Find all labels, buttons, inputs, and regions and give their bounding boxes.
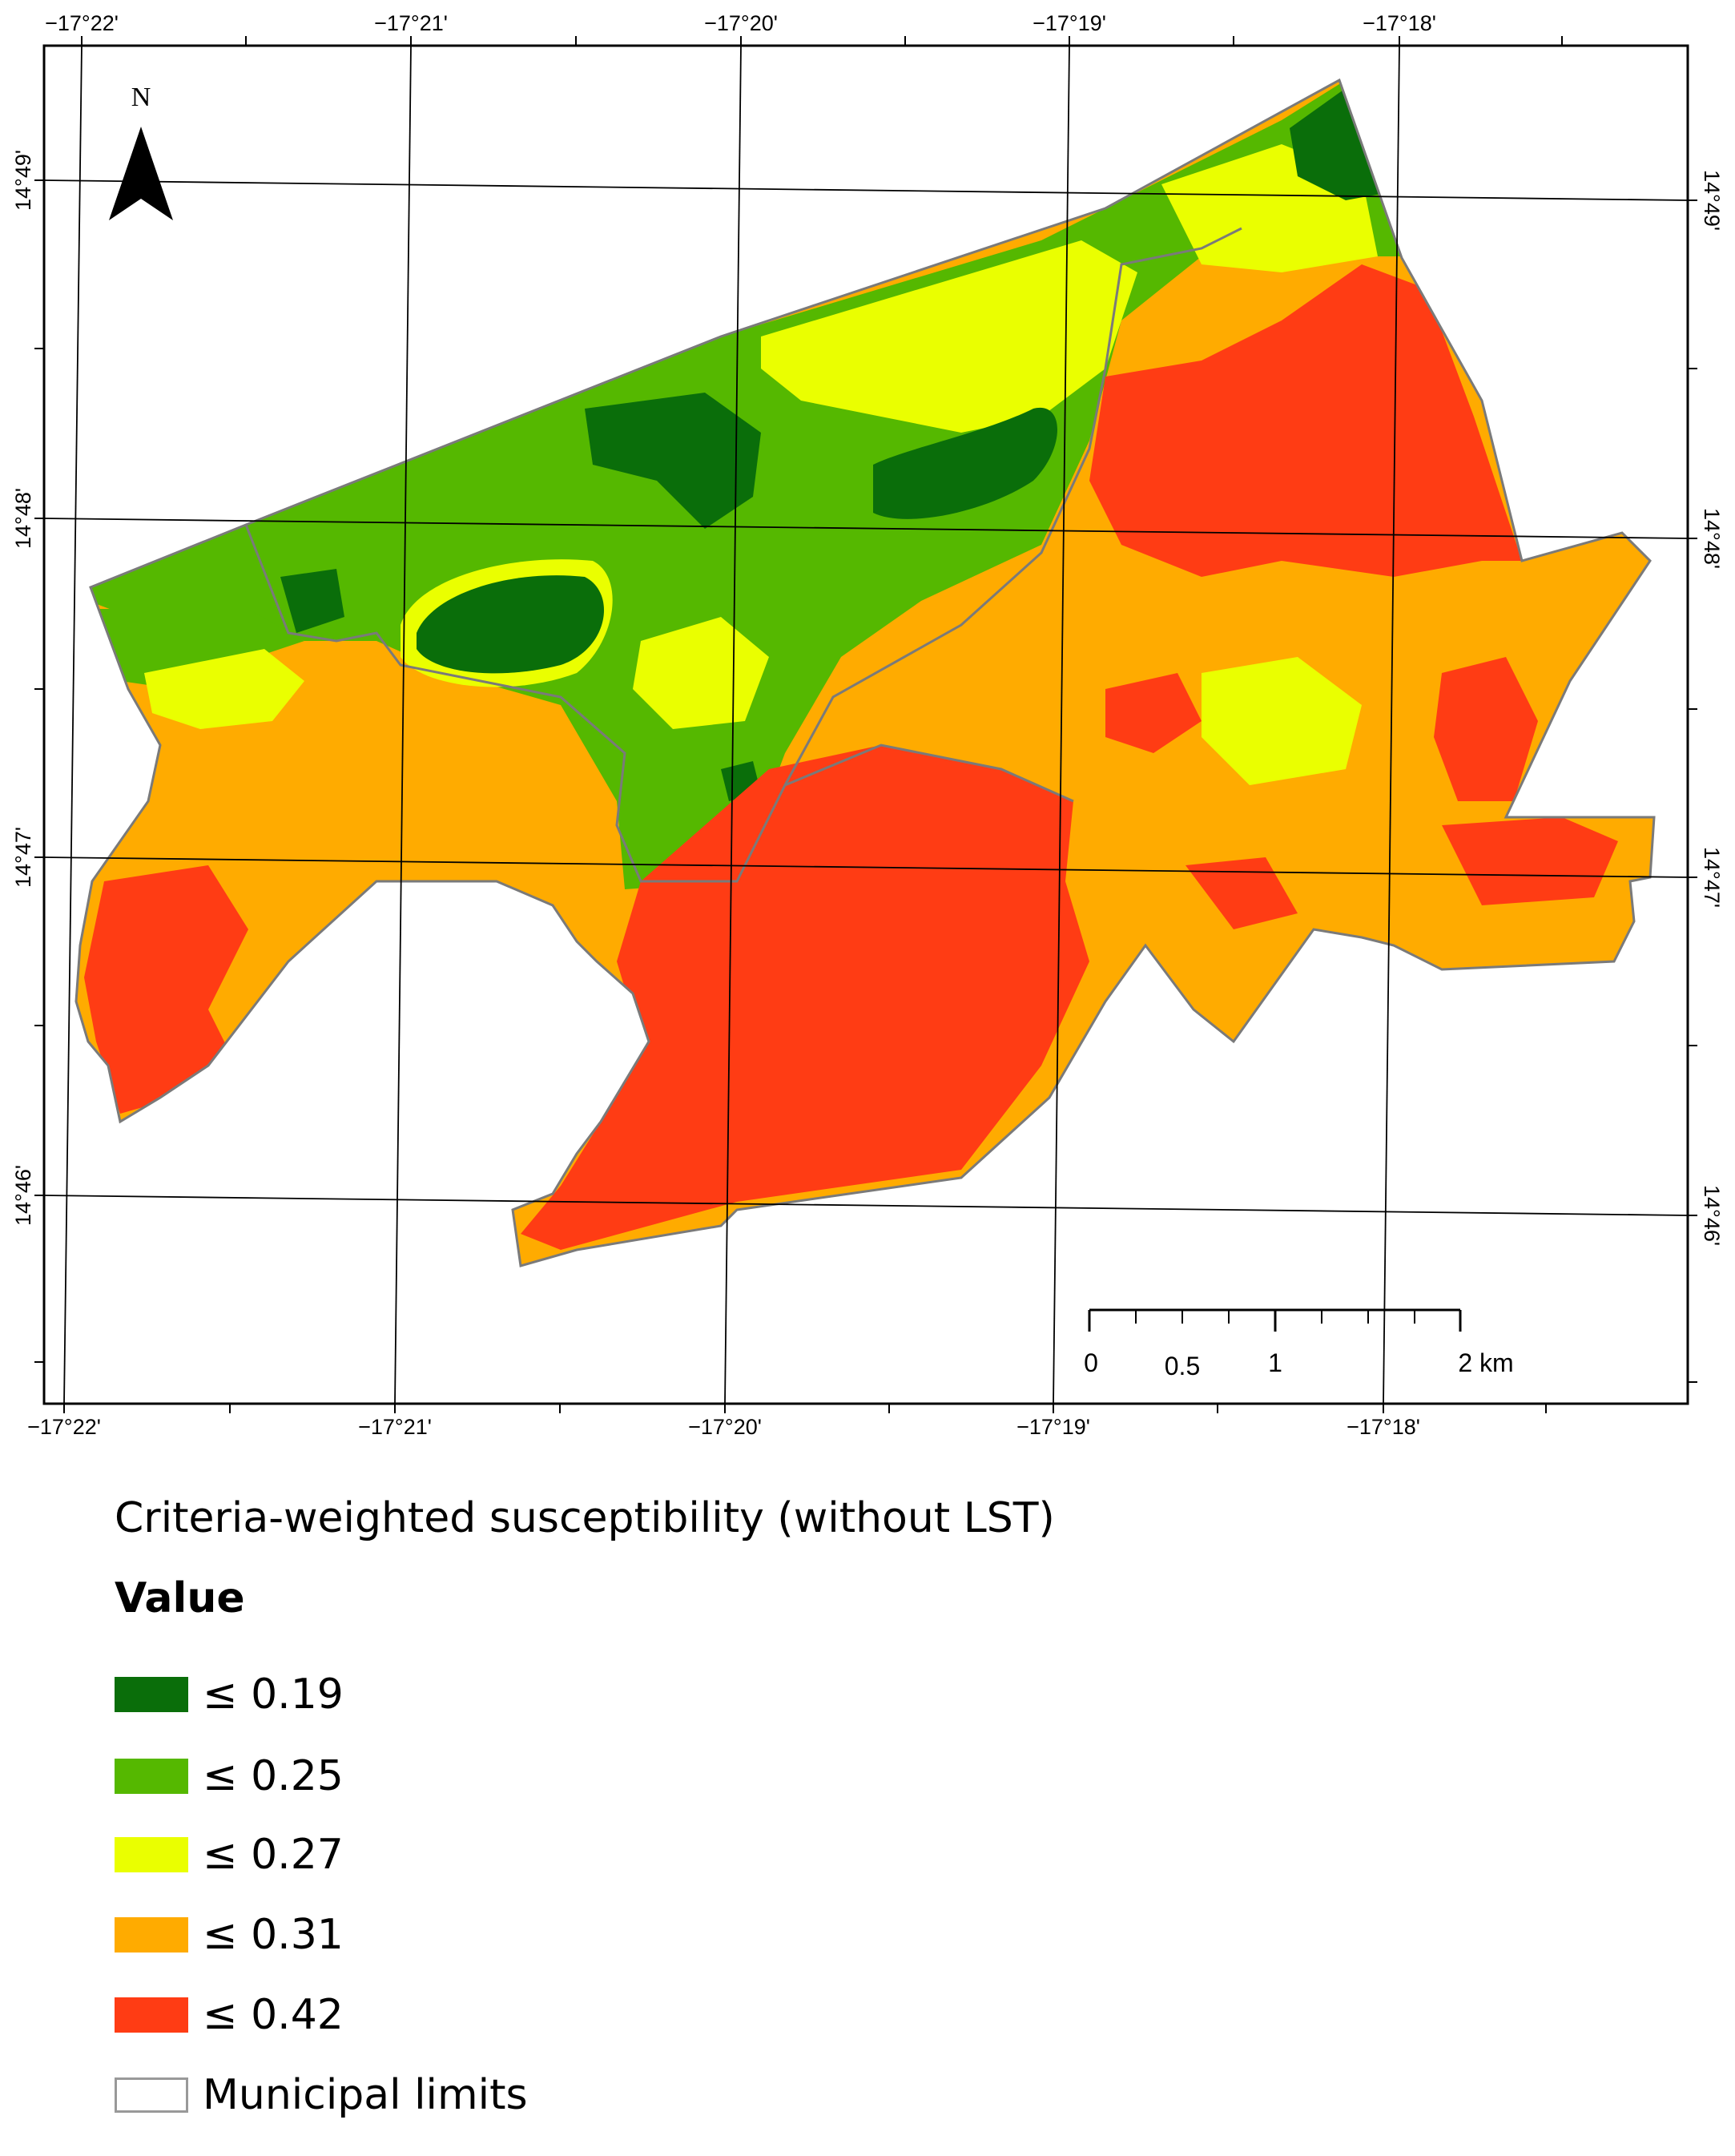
legend-item: ≤ 0.31 xyxy=(115,1907,344,1963)
legend-swatch xyxy=(115,1677,188,1712)
left-lat-label: 14°46' xyxy=(11,1165,35,1226)
left-lat-label: 14°47' xyxy=(11,827,35,888)
right-lat-label: 14°46' xyxy=(1700,1185,1724,1246)
legend-title: Criteria-weighted susceptibility (withou… xyxy=(115,1494,1055,1542)
class-0.19-northeast xyxy=(1290,88,1390,200)
scale-label: 2 km xyxy=(1458,1348,1513,1377)
class-0.27-west xyxy=(144,649,304,729)
legend-swatch xyxy=(115,1917,188,1952)
legend: Criteria-weighted susceptibility (withou… xyxy=(115,1486,1636,2119)
class-0.42-southeast xyxy=(1186,857,1298,929)
top-lon-label: −17°21' xyxy=(374,11,448,35)
north-arrow: N xyxy=(109,83,173,220)
top-lon-label: −17°22' xyxy=(45,11,119,35)
frame-ticks xyxy=(34,36,1697,1413)
legend-label: Municipal limits xyxy=(203,2071,528,2119)
municipal-limits-outline xyxy=(74,78,1656,1267)
right-lat-label: 14°49' xyxy=(1700,170,1724,231)
legend-item: ≤ 0.27 xyxy=(115,1827,344,1883)
class-0.25-west-lobe xyxy=(96,609,304,689)
district-boundary-2 xyxy=(784,744,1074,803)
class-0.19-lake-east xyxy=(873,407,1057,519)
bottom-lon-label: −17°20' xyxy=(688,1415,762,1439)
scale-bar: 0 0.5 1 2 km xyxy=(1084,1308,1514,1380)
class-0.42-south-central xyxy=(521,745,1089,1250)
legend-swatch xyxy=(115,1997,188,2033)
legend-label: ≤ 0.42 xyxy=(203,1991,344,2039)
legend-item: ≤ 0.25 xyxy=(115,1748,344,1804)
class-0.42-central-east xyxy=(1105,673,1202,753)
scale-label: 0 xyxy=(1084,1348,1098,1377)
map-figure: −17°22' −17°21' −17°20' −17°19' −17°18' … xyxy=(11,11,1724,1439)
graticule xyxy=(43,45,1689,1404)
bottom-lon-label: −17°22' xyxy=(27,1415,101,1439)
top-lon-label: −17°18' xyxy=(1363,11,1436,35)
class-0.42-far-east xyxy=(1442,817,1618,905)
class-0.42-west xyxy=(84,865,248,1114)
left-lat-label: 14°49' xyxy=(11,150,35,211)
top-lon-label: −17°19' xyxy=(1033,11,1106,35)
top-lon-label: −17°20' xyxy=(704,11,778,35)
right-lat-label: 14°47' xyxy=(1700,847,1724,908)
class-0.19-center-north xyxy=(585,393,761,529)
legend-subtitle: Value xyxy=(115,1574,245,1622)
municipal-limits-swatch xyxy=(115,2077,188,2113)
bottom-lon-label: −17°18' xyxy=(1347,1415,1420,1439)
bottom-lon-label: −17°21' xyxy=(358,1415,432,1439)
legend-swatch xyxy=(115,1759,188,1794)
class-0.42-northeast xyxy=(1089,264,1522,577)
legend-label: ≤ 0.19 xyxy=(203,1670,344,1719)
north-arrow-icon xyxy=(109,127,173,220)
class-0.42-east xyxy=(1434,657,1538,801)
legend-label: ≤ 0.27 xyxy=(203,1831,344,1879)
class-0.27-east xyxy=(1202,657,1362,785)
scale-label: 0.5 xyxy=(1165,1352,1200,1380)
left-lat-label: 14°48' xyxy=(11,488,35,549)
legend-item: Municipal limits xyxy=(115,2067,528,2123)
class-0.19-lake-west xyxy=(417,575,604,674)
legend-swatch xyxy=(115,1837,188,1872)
legend-label: ≤ 0.25 xyxy=(203,1752,344,1800)
north-arrow-label: N xyxy=(131,83,151,112)
legend-item: ≤ 0.19 xyxy=(115,1666,344,1723)
legend-item: ≤ 0.42 xyxy=(115,1987,344,2043)
class-0.19-west xyxy=(280,569,344,633)
class-0.27-north-coast xyxy=(761,240,1137,433)
bottom-lon-label: −17°19' xyxy=(1016,1415,1090,1439)
scale-label: 1 xyxy=(1268,1348,1282,1377)
legend-label: ≤ 0.31 xyxy=(203,1911,344,1959)
right-lat-label: 14°48' xyxy=(1700,508,1724,569)
class-0.27-center xyxy=(633,617,769,729)
district-boundary-1 xyxy=(244,227,1242,883)
